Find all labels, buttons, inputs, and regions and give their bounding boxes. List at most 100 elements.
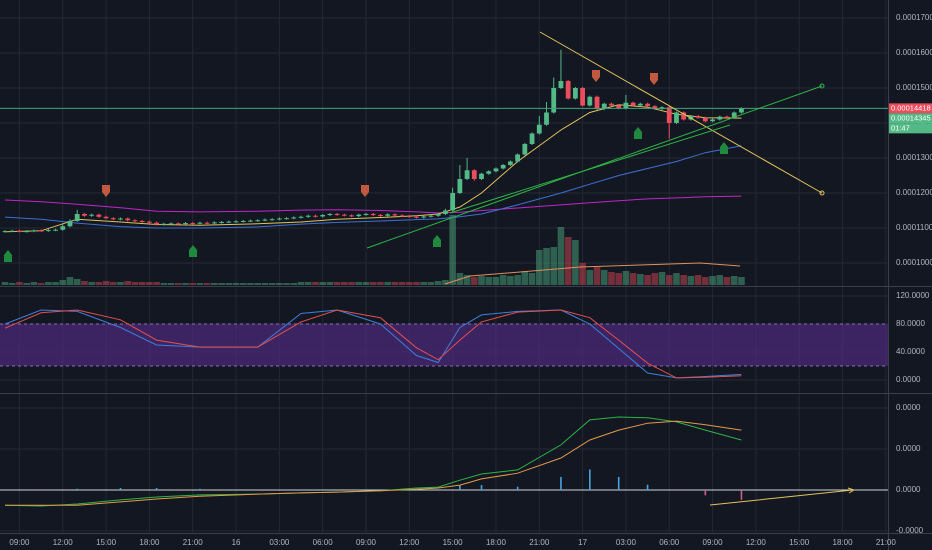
volume-bar bbox=[81, 281, 88, 285]
candle-body bbox=[681, 112, 687, 120]
indicator-line bbox=[4, 195, 742, 214]
signal-markers bbox=[4, 70, 728, 262]
candle-body bbox=[594, 96, 600, 109]
histogram-bar bbox=[40, 490, 42, 491]
candle-body bbox=[255, 220, 261, 222]
x-tick-label: 16 bbox=[232, 538, 241, 547]
histogram-bar bbox=[459, 485, 461, 491]
candle-body bbox=[103, 216, 109, 219]
candle-body bbox=[601, 103, 607, 109]
candle-body bbox=[31, 230, 37, 232]
volume-bar bbox=[557, 227, 565, 285]
buy-marker bbox=[433, 235, 441, 247]
sell-marker bbox=[592, 70, 600, 82]
candle-body bbox=[269, 219, 275, 221]
candle-body bbox=[82, 213, 87, 216]
tag-layer: 0.000170000.000160000.000150000.00014000… bbox=[9, 13, 932, 547]
candle-body bbox=[637, 103, 643, 106]
candle-body bbox=[298, 216, 304, 218]
candle-body bbox=[60, 226, 66, 230]
candle-body bbox=[356, 214, 362, 217]
candle-body bbox=[334, 213, 340, 215]
x-tick-label: 06:00 bbox=[659, 538, 680, 547]
candle-body bbox=[226, 221, 232, 223]
candle-body bbox=[385, 214, 391, 216]
volume-bar bbox=[716, 275, 724, 285]
candle-body bbox=[457, 178, 463, 193]
trend-handle bbox=[819, 83, 825, 89]
candle-body bbox=[53, 229, 58, 231]
candle-body bbox=[450, 192, 456, 211]
candle-body bbox=[580, 87, 585, 106]
countdown-label: 01:47 bbox=[891, 123, 910, 132]
buy-marker bbox=[4, 250, 12, 262]
volume-bar bbox=[413, 282, 420, 285]
candle-body bbox=[616, 105, 622, 109]
volume-bar bbox=[709, 276, 716, 285]
volume-bar bbox=[680, 275, 687, 285]
x-tick-label: 21:00 bbox=[876, 538, 897, 547]
indicator-line bbox=[4, 416, 742, 507]
histogram-bar bbox=[617, 476, 620, 491]
volume-bar bbox=[355, 282, 363, 285]
x-tick-label: 21:00 bbox=[183, 538, 204, 547]
candle-body bbox=[724, 116, 730, 118]
histogram-bar bbox=[560, 476, 562, 491]
histogram-bar bbox=[516, 486, 519, 491]
candle-body bbox=[341, 214, 347, 216]
buy-marker bbox=[189, 245, 197, 257]
volume-bar bbox=[543, 248, 550, 285]
price-tag bbox=[889, 113, 932, 124]
candle-body bbox=[486, 171, 492, 174]
x-tick-label: 03:00 bbox=[269, 538, 290, 547]
candle-body bbox=[378, 215, 383, 217]
volume-average bbox=[444, 262, 741, 285]
candle-body bbox=[118, 218, 123, 220]
volume-bar bbox=[377, 282, 384, 285]
x-tick-label: 09:00 bbox=[356, 538, 377, 547]
candle-body bbox=[645, 103, 650, 107]
data-layer bbox=[0, 49, 888, 507]
candle-body bbox=[666, 107, 672, 123]
y-tick-label: -0.0000 bbox=[896, 526, 924, 535]
volume-bar bbox=[268, 283, 276, 285]
volume-bar bbox=[239, 283, 247, 285]
x-tick-label: 15:00 bbox=[789, 538, 810, 547]
histogram-bar bbox=[119, 487, 122, 491]
candle-body bbox=[471, 170, 477, 179]
y-tick-label: 0.0000 bbox=[896, 485, 921, 494]
volume-bar bbox=[290, 283, 298, 285]
volume-bar bbox=[369, 282, 377, 285]
volume-bar bbox=[247, 283, 254, 285]
histogram-bar bbox=[480, 485, 483, 491]
x-tick-label: 06:00 bbox=[313, 538, 334, 547]
x-tick-label: 09:00 bbox=[9, 538, 30, 547]
volume-bar bbox=[434, 281, 442, 285]
candle-body bbox=[529, 133, 535, 144]
volume-bar bbox=[420, 282, 428, 285]
volume-bar bbox=[189, 283, 197, 285]
volume-bar bbox=[391, 282, 399, 285]
volume-bar bbox=[232, 283, 240, 285]
candle-body bbox=[464, 170, 470, 179]
volume-bar bbox=[261, 283, 269, 285]
candle-body bbox=[154, 222, 160, 225]
volume-bar bbox=[586, 270, 594, 285]
indicator-line bbox=[4, 145, 742, 229]
candle-body bbox=[587, 96, 593, 106]
candle-body bbox=[74, 213, 80, 221]
volume-bar bbox=[182, 283, 189, 285]
candle-body bbox=[327, 213, 333, 216]
volume-bar bbox=[167, 283, 175, 285]
volume-bar bbox=[16, 282, 23, 285]
candle-body bbox=[9, 230, 15, 232]
candle-body bbox=[565, 80, 571, 99]
y-tick-label: 40.0000 bbox=[896, 347, 925, 356]
volume-bar bbox=[492, 277, 500, 285]
candle-body bbox=[320, 215, 326, 217]
volume-bar bbox=[637, 274, 644, 285]
candle-body bbox=[572, 87, 578, 99]
